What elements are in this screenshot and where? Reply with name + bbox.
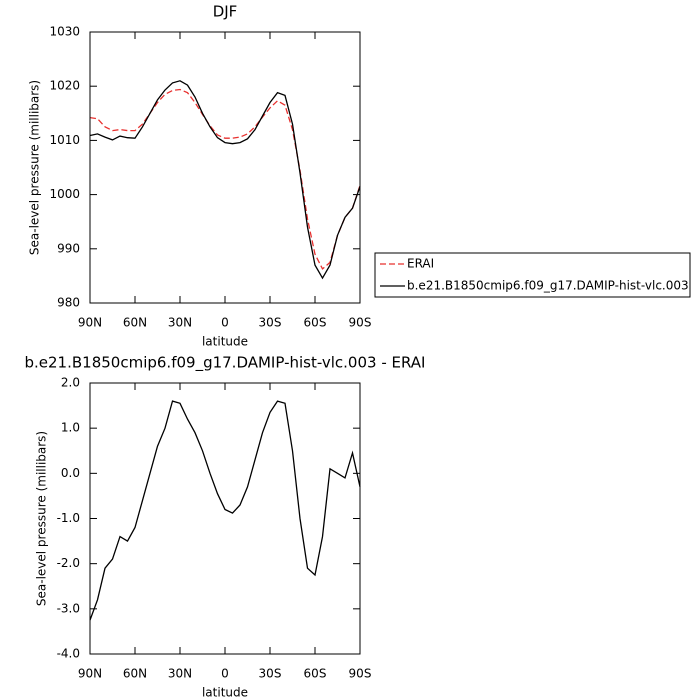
legend-label: ERAI [407,257,434,271]
y-tick-label: 1010 [49,133,80,147]
x-tick-label: 60N [123,316,147,330]
series-line [89,80,361,280]
series-line [89,400,361,621]
x-tick-label: 30N [168,667,192,681]
x-axis-label: latitude [202,686,248,700]
y-tick-label: 0.0 [61,466,80,480]
x-tick-label: 60S [304,667,327,681]
plot-frame [89,382,361,655]
y-tick-label: 1000 [49,187,80,201]
y-axis-label: Sea-level pressure (millibars) [28,80,42,255]
legend-label: b.e21.B1850cmip6.f09_g17.DAMIP-hist-vlc.… [407,279,689,293]
y-tick-label: -2.0 [57,556,80,570]
x-tick-label: 90S [349,667,372,681]
y-tick-label: -3.0 [57,601,80,615]
x-tick-label: 90N [78,316,102,330]
y-tick-label: 980 [57,296,80,310]
y-tick-label: 990 [57,241,80,255]
legend-box [374,252,691,298]
series-line [89,88,361,270]
x-tick-label: 30S [259,667,282,681]
y-tick-label: 1020 [49,79,80,93]
y-tick-label: 2.0 [61,376,80,390]
y-tick-label: 1030 [49,25,80,39]
x-tick-label: 30S [259,316,282,330]
plot-frame [89,31,361,304]
x-tick-label: 90S [349,316,372,330]
x-tick-label: 60N [123,667,147,681]
y-tick-label: 1.0 [61,421,80,435]
x-tick-label: 90N [78,667,102,681]
y-axis-label: Sea-level pressure (millibars) [35,431,49,606]
x-tick-label: 30N [168,316,192,330]
x-tick-label: 0 [221,316,229,330]
y-tick-label: -4.0 [57,647,80,661]
x-tick-label: 0 [221,667,229,681]
chart-title: DJF [213,3,238,21]
x-axis-label: latitude [202,335,248,349]
x-tick-label: 60S [304,316,327,330]
y-tick-label: -1.0 [57,511,80,525]
chart-title: b.e21.B1850cmip6.f09_g17.DAMIP-hist-vlc.… [25,354,426,373]
